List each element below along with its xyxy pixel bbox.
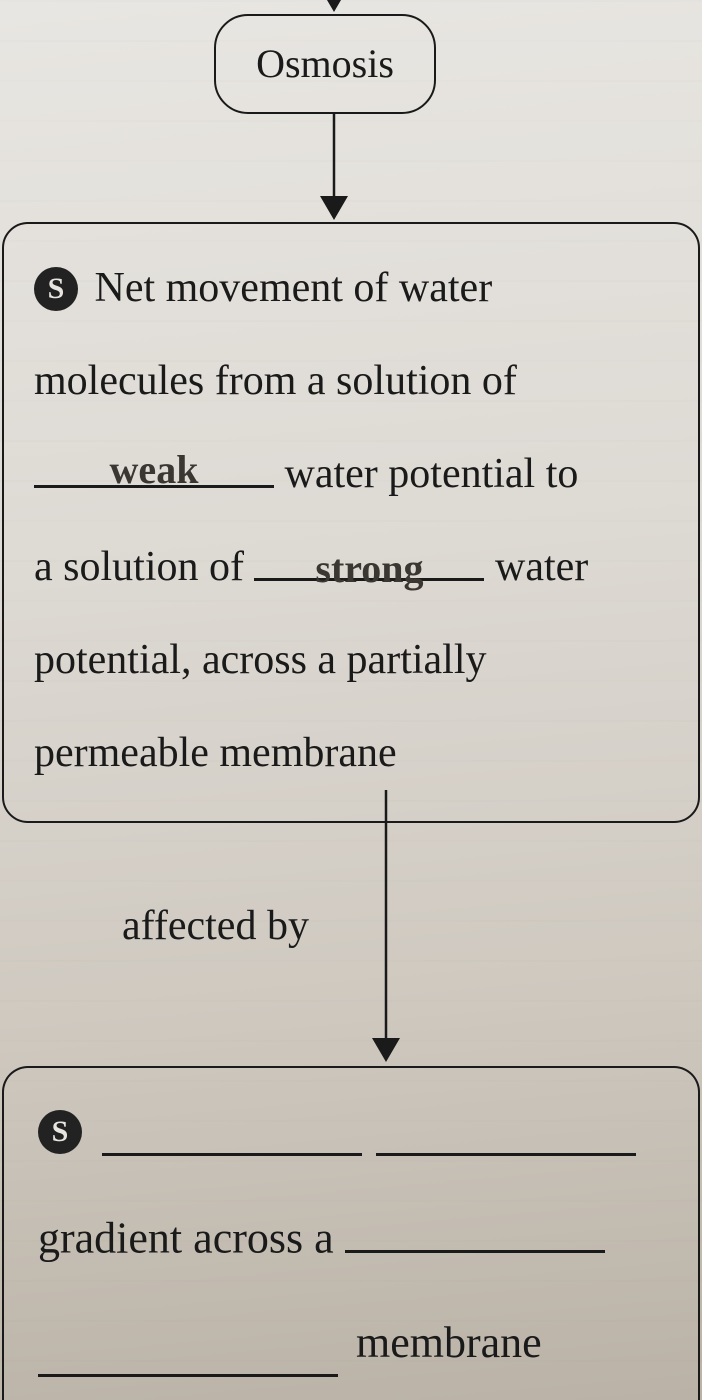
edge-label-affected-by: affected by	[122, 902, 309, 950]
node-factors: S gradient across a membrane	[2, 1066, 700, 1400]
osmosis-label: Osmosis	[256, 33, 394, 95]
s-badge-icon: S	[34, 267, 78, 311]
arrow-osmosis-to-definition	[320, 114, 348, 224]
def-text-2: molecules from a solution of	[34, 349, 668, 414]
def-line4-prefix: a solution of	[34, 544, 244, 590]
def-after-blank1: water potential to	[285, 451, 579, 497]
blank-factor-3[interactable]	[38, 1329, 338, 1377]
blank2-value: strong	[315, 546, 423, 591]
def-text-1: Net movement of water	[95, 265, 493, 311]
factors-row2-prefix: gradient across a	[38, 1214, 334, 1263]
def-line4-suffix: water	[495, 544, 588, 590]
blank-factor-1a[interactable]	[102, 1108, 362, 1156]
blank-water-potential-from[interactable]: weak	[34, 442, 274, 488]
blank-factor-2[interactable]	[345, 1204, 605, 1252]
arrow-definition-to-factors	[372, 790, 400, 1068]
def-text-6: permeable membrane	[34, 721, 668, 786]
blank-water-potential-to[interactable]: strong	[254, 535, 484, 581]
node-definition: S Net movement of water molecules from a…	[2, 222, 700, 823]
def-text-5: potential, across a partially	[34, 628, 668, 693]
blank1-value: weak	[110, 447, 199, 492]
blank-factor-1b[interactable]	[376, 1108, 636, 1156]
s-badge-icon-2: S	[38, 1110, 82, 1154]
node-osmosis: Osmosis	[214, 14, 436, 114]
factors-row3-suffix: membrane	[356, 1309, 542, 1377]
